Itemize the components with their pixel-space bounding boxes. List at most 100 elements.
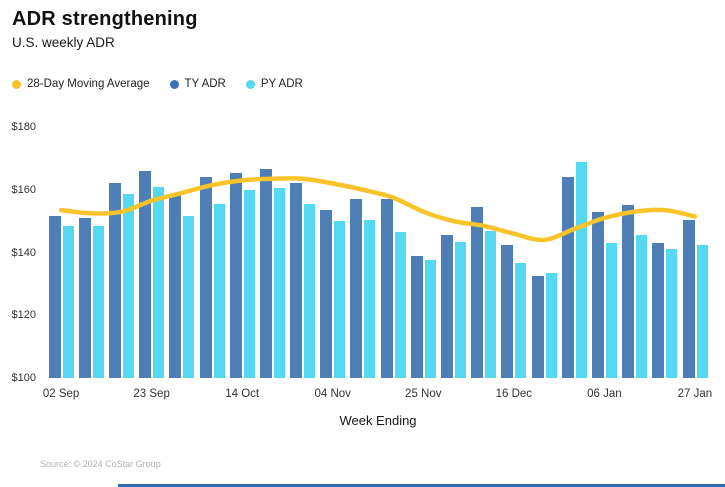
y-tick-label: $100 [11,372,36,384]
bar-group [529,127,559,378]
ty-adr-bar [350,199,363,378]
py-adr-bar [605,243,617,378]
bar-group [348,127,378,378]
py-adr-bar [485,230,497,378]
bar-group [378,127,408,378]
py-adr-bar [153,186,165,378]
bar-group [589,127,619,378]
bar-group [438,127,468,378]
legend-label: TY ADR [184,78,226,90]
ty-adr-bar [561,177,574,378]
bar-group [137,127,167,378]
plot-area [46,127,710,378]
py-adr-bar [424,260,436,378]
x-tick-label: 14 Oct [225,388,260,400]
bar-group [318,127,348,378]
ty-adr-bar [78,218,91,378]
legend-item: TY ADR [169,78,226,90]
x-tick-label: 23 Sep [133,388,170,400]
x-tick-label: 25 Nov [405,388,442,400]
x-tick-label: 06 Jan [587,388,622,400]
bar-group [559,127,589,378]
py-adr-bar [696,244,708,378]
bar-group [197,127,227,378]
legend-item: PY ADR [245,78,303,90]
bar-group [288,127,318,378]
ty-adr-bar [652,243,665,378]
legend-dot-icon [245,79,255,89]
x-tick-label: 04 Nov [314,388,351,400]
y-tick-label: $120 [11,309,36,322]
py-adr-bar [455,241,467,378]
py-adr-bar [243,189,255,378]
bar-group [227,127,257,378]
legend-dot-icon [169,79,179,89]
y-tick-label: $140 [11,246,36,259]
py-adr-bar [273,188,285,378]
py-adr-bar [636,235,648,378]
chart-legend: 28-Day Moving Average TY ADR PY ADR [12,78,303,90]
py-adr-bar [122,194,134,378]
ty-adr-bar [199,177,212,378]
bar-group [257,127,287,378]
bar-group [408,127,438,378]
y-axis: $180 $160 $140 $120 $100 [0,121,40,384]
ty-adr-bar [410,255,423,378]
legend-label: PY ADR [260,78,303,90]
ty-adr-bar [229,172,242,378]
x-axis-title: Week Ending [339,413,417,428]
ty-adr-bar [259,169,272,378]
legend-item: 28-Day Moving Average [12,78,150,90]
moving-average-line [58,176,698,243]
bar-group [499,127,529,378]
py-adr-bar [394,232,406,378]
legend-label: 28-Day Moving Average [27,78,150,90]
ty-adr-bar [139,170,152,378]
y-tick-label: $160 [11,183,36,196]
y-tick-label: $180 [11,121,36,133]
ty-adr-bar [622,205,635,378]
bar-group [650,127,680,378]
ty-adr-bar [290,183,303,378]
footer-accent-bar [118,484,725,487]
ty-adr-bar [320,210,333,378]
moving-average-path [58,176,698,243]
x-tick-label: 02 Sep [42,388,80,400]
ty-adr-bar [682,219,695,378]
x-tick-label: 16 Dec [495,388,533,400]
x-axis: 02 Sep 23 Sep 14 Oct 04 Nov 25 Nov 16 Dec 06 J… [42,378,713,400]
bar-group [620,127,650,378]
py-adr-bar [183,216,195,378]
py-adr-bar [213,203,225,378]
legend-dot-icon [12,79,21,89]
page-title: ADR strengthening [12,8,198,30]
bar-group [680,127,710,378]
bar-group [106,127,136,378]
py-adr-bar [334,221,346,378]
chart-subtitle: U.S. weekly ADR [12,35,115,50]
py-adr-bar [92,225,104,378]
ty-adr-bar [108,183,121,378]
ty-adr-bar [501,244,514,378]
source-attribution: Source: © 2024 CoStar Group [40,459,161,469]
ty-adr-bar [471,207,484,378]
py-adr-bar [545,272,557,378]
py-adr-bar [304,203,316,378]
py-adr-bar [575,161,587,378]
x-tick-label: 27 Jan [677,388,713,400]
bar-group [469,127,499,378]
ty-adr-bar [169,194,182,378]
bar-group [46,127,76,378]
py-adr-bar [666,249,678,378]
py-adr-bar [364,219,376,378]
bar-group [167,127,197,378]
py-adr-bar [515,263,527,378]
ty-adr-bar [380,199,393,378]
ty-adr-bar [48,216,61,378]
ty-adr-bar [531,276,544,378]
ty-adr-bar [441,235,454,378]
bar-series-container [46,127,710,378]
py-adr-bar [62,225,74,378]
ty-adr-bar [591,211,604,378]
